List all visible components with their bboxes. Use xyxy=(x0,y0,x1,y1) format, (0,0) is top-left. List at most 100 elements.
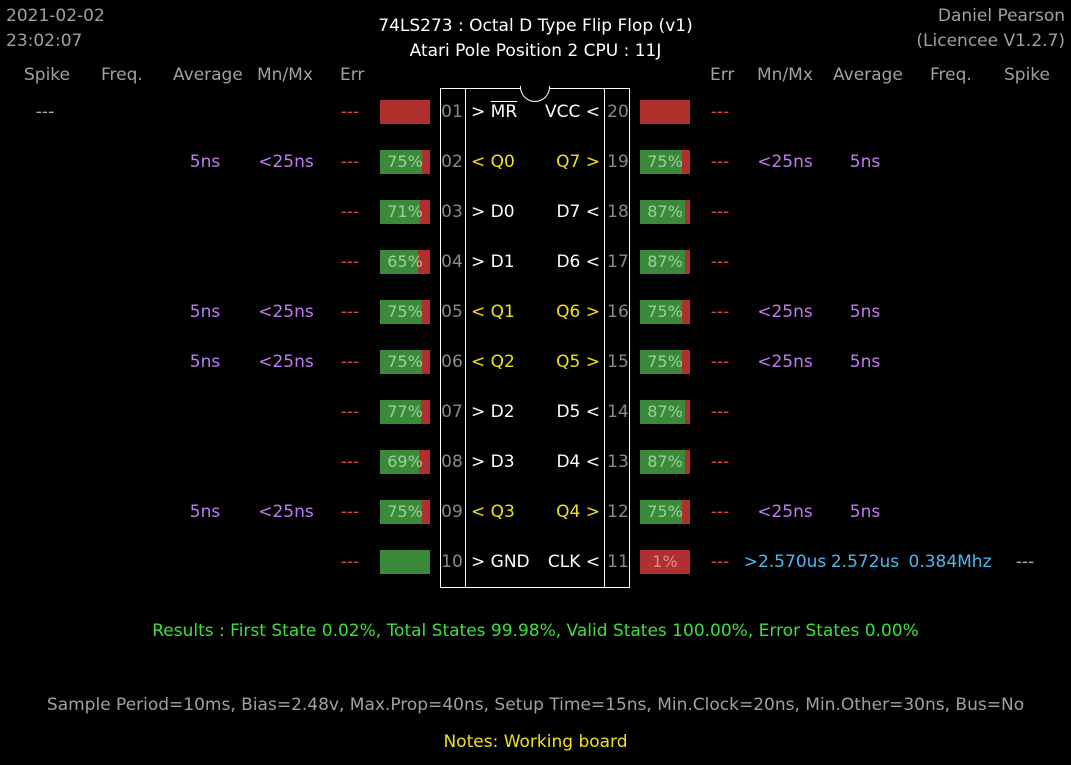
right-bar-17: 87% xyxy=(640,250,690,274)
left-bar-09-percent: 75% xyxy=(387,502,423,521)
left-bar-10 xyxy=(380,550,430,574)
pin-number-05: 05 xyxy=(441,302,463,322)
left-average-09: 5ns xyxy=(189,502,221,522)
right-err-18: --- xyxy=(710,202,730,222)
right-mnmx-11: >2.570us xyxy=(743,552,827,572)
chip-right-divider xyxy=(604,89,605,587)
right-bar-13: 87% xyxy=(640,450,690,474)
right-mnmx-12: <25ns xyxy=(757,502,813,522)
left-bar-03-percent: 71% xyxy=(387,202,423,221)
left-bar-04-percent: 65% xyxy=(387,252,423,271)
date-label: 2021-02-02 xyxy=(6,6,105,26)
pin-number-01: 01 xyxy=(441,102,463,122)
left-bar-09-fill xyxy=(380,500,422,524)
pin-name-12: Q4 > xyxy=(556,502,600,522)
page-title: 74LS273 : Octal D Type Flip Flop (v1) xyxy=(378,16,693,36)
col-left-mnmx: Mn/Mx xyxy=(257,65,313,85)
col-right-freq: Freq. xyxy=(930,65,972,85)
pin-number-15: 15 xyxy=(607,352,629,372)
right-bar-11: 1% xyxy=(640,550,690,574)
left-mnmx-05: <25ns xyxy=(258,302,314,322)
right-average-19: 5ns xyxy=(849,152,881,172)
pin-number-14: 14 xyxy=(607,402,629,422)
pin-number-06: 06 xyxy=(441,352,463,372)
left-mnmx-09: <25ns xyxy=(258,502,314,522)
col-right-spike: Spike xyxy=(1004,65,1051,85)
pin-name-17: D6 < xyxy=(556,252,600,272)
right-bar-12: 75% xyxy=(640,500,690,524)
left-err-09: --- xyxy=(340,502,360,522)
pin-name-16: Q6 > xyxy=(556,302,600,322)
left-err-02: --- xyxy=(340,152,360,172)
right-average-12: 5ns xyxy=(849,502,881,522)
right-mnmx-19: <25ns xyxy=(757,152,813,172)
right-err-16: --- xyxy=(710,302,730,322)
pin-number-08: 08 xyxy=(441,452,463,472)
right-bar-14-percent: 87% xyxy=(647,402,683,421)
pin-number-18: 18 xyxy=(607,202,629,222)
right-bar-15-percent: 75% xyxy=(647,352,683,371)
col-right-err: Err xyxy=(710,65,735,85)
pin-number-09: 09 xyxy=(441,502,463,522)
right-bar-20 xyxy=(640,100,690,124)
left-mnmx-06: <25ns xyxy=(258,352,314,372)
time-label: 23:02:07 xyxy=(6,31,83,51)
left-bar-08: 69% xyxy=(380,450,430,474)
right-average-15: 5ns xyxy=(849,352,881,372)
pin-name-01: > MR xyxy=(471,102,518,122)
pin-name-19: Q7 > xyxy=(556,152,600,172)
right-bar-11-percent: 1% xyxy=(652,552,678,571)
left-err-10: --- xyxy=(340,552,360,572)
right-bar-13-fill xyxy=(640,450,685,474)
right-average-11: 2.572us xyxy=(830,552,900,572)
pin-number-16: 16 xyxy=(607,302,629,322)
left-bar-09: 75% xyxy=(380,500,430,524)
right-err-11: --- xyxy=(710,552,730,572)
left-err-05: --- xyxy=(340,302,360,322)
right-bar-12-fill xyxy=(640,500,682,524)
pin-name-05: < Q1 xyxy=(471,302,515,322)
right-bar-15: 75% xyxy=(640,350,690,374)
pin-number-10: 10 xyxy=(441,552,463,572)
right-bar-19: 75% xyxy=(640,150,690,174)
left-bar-04: 65% xyxy=(380,250,430,274)
right-mnmx-16: <25ns xyxy=(757,302,813,322)
left-err-03: --- xyxy=(340,202,360,222)
left-mnmx-02: <25ns xyxy=(258,152,314,172)
left-bar-10-fill xyxy=(380,550,430,574)
right-bar-13-percent: 87% xyxy=(647,452,683,471)
page-subtitle: Atari Pole Position 2 CPU : 11J xyxy=(409,41,662,61)
left-bar-07-fill xyxy=(380,400,421,424)
left-bar-02-percent: 75% xyxy=(387,152,423,171)
right-err-19: --- xyxy=(710,152,730,172)
settings-line: Sample Period=10ms, Bias=2.48v, Max.Prop… xyxy=(46,695,1025,715)
pin-name-20: VCC < xyxy=(544,102,600,122)
right-err-15: --- xyxy=(710,352,730,372)
right-mnmx-15: <25ns xyxy=(757,352,813,372)
left-err-08: --- xyxy=(340,452,360,472)
left-bar-06-fill xyxy=(380,350,422,374)
left-bar-08-percent: 69% xyxy=(387,452,423,471)
licence-label: (Licencee V1.2.7) xyxy=(916,31,1065,51)
left-bar-06: 75% xyxy=(380,350,430,374)
col-right-average: Average xyxy=(833,65,903,85)
right-err-12: --- xyxy=(710,502,730,522)
col-left-average: Average xyxy=(173,65,243,85)
right-bar-15-fill xyxy=(640,350,682,374)
right-err-20: --- xyxy=(710,102,730,122)
results-line: Results : First State 0.02%, Total State… xyxy=(152,621,919,641)
left-bar-07-percent: 77% xyxy=(387,402,423,421)
pin-number-13: 13 xyxy=(607,452,629,472)
pin-name-11: CLK < xyxy=(547,552,600,572)
col-left-err: Err xyxy=(340,65,365,85)
right-err-13: --- xyxy=(710,452,730,472)
right-bar-16-fill xyxy=(640,300,682,324)
pin-name-04: > D1 xyxy=(471,252,515,272)
left-bar-05: 75% xyxy=(380,300,430,324)
pin-name-10: > GND xyxy=(471,552,530,572)
left-bar-08-fill xyxy=(380,450,419,474)
pin-name-15: Q5 > xyxy=(556,352,600,372)
right-bar-18-fill xyxy=(640,200,685,224)
right-bar-14-fill xyxy=(640,400,685,424)
col-left-freq: Freq. xyxy=(101,65,143,85)
